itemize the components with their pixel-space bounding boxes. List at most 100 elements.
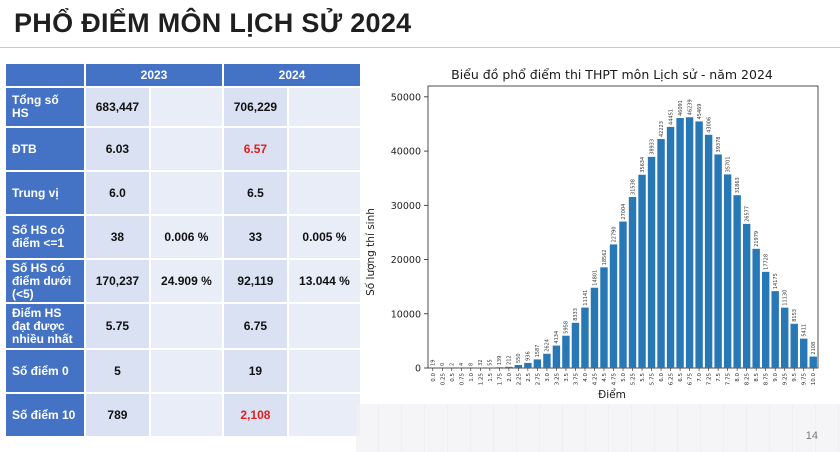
table-row: Số HS có điểm <=1 38 0.006 % 33 0.005 % bbox=[6, 216, 360, 258]
chart-bar bbox=[676, 118, 684, 369]
row-label: Điểm HS đạt được nhiều nhất bbox=[6, 304, 84, 348]
chart-bar bbox=[619, 221, 627, 368]
x-tick-label: 6.75 bbox=[688, 373, 694, 386]
bar-data-label: 5411 bbox=[802, 324, 808, 337]
percent-2024 bbox=[288, 304, 360, 348]
x-tick-label: 1.5 bbox=[488, 373, 494, 382]
bar-data-label: 8333 bbox=[573, 308, 579, 321]
chart-bar bbox=[685, 117, 694, 369]
percent-2024 bbox=[288, 350, 360, 392]
y-tick-label: 40000 bbox=[391, 147, 421, 158]
header-2023: 2023 bbox=[86, 64, 222, 86]
x-tick-label: 0.25 bbox=[440, 373, 446, 386]
x-tick-label: 7.25 bbox=[707, 373, 713, 386]
percent-2024: 13.044 % bbox=[288, 260, 360, 302]
value-2023: 170,237 bbox=[86, 260, 149, 302]
x-tick-label: 7.75 bbox=[726, 373, 732, 386]
chart-bar bbox=[581, 307, 589, 368]
chart-bar bbox=[495, 367, 504, 368]
x-axis-label: Điểm bbox=[598, 388, 626, 401]
bar-data-label: 2624 bbox=[545, 339, 551, 352]
bar-data-label: 43006 bbox=[706, 117, 712, 133]
chart-bar bbox=[742, 223, 751, 368]
row-label: Số điểm 0 bbox=[6, 350, 84, 392]
chart-bar bbox=[761, 271, 770, 368]
chart-svg: Biểu đồ phổ điểm thi THPT môn Lịch sử - … bbox=[365, 67, 819, 401]
table-row: Trung vị 6.0 6.5 bbox=[6, 172, 360, 214]
chart-bar bbox=[514, 365, 523, 368]
chart-bar bbox=[638, 174, 646, 368]
row-label: Số điểm 10 bbox=[6, 394, 84, 436]
chart-bar bbox=[571, 322, 580, 368]
percent-2023 bbox=[150, 128, 222, 170]
row-label: Trung vị bbox=[6, 172, 84, 214]
x-tick-label: 1.75 bbox=[497, 373, 503, 386]
row-label: ĐTB bbox=[6, 128, 84, 170]
percent-2023 bbox=[150, 304, 222, 348]
x-tick-label: 7.0 bbox=[697, 373, 703, 382]
bar-data-label: 44451 bbox=[668, 109, 674, 125]
percent-2024 bbox=[288, 394, 360, 436]
x-tick-label: 8.5 bbox=[754, 373, 760, 382]
x-tick-label: 9.5 bbox=[792, 373, 798, 382]
chart-bar bbox=[714, 154, 722, 368]
x-tick-label: 3.0 bbox=[545, 373, 551, 382]
chart-bar bbox=[524, 362, 532, 368]
value-2023: 6.0 bbox=[86, 172, 149, 214]
chart-bar bbox=[695, 121, 703, 368]
row-label: Số HS có điểm dưới (<5) bbox=[6, 260, 84, 302]
bar-data-label: 31863 bbox=[735, 177, 741, 193]
x-tick-label: 0.0 bbox=[431, 373, 437, 382]
page-number: 14 bbox=[805, 430, 818, 442]
value-2024: 92,119 bbox=[224, 260, 287, 302]
percent-2023 bbox=[150, 394, 222, 436]
value-2024: 2,108 bbox=[224, 394, 287, 436]
percent-2023: 24.909 % bbox=[150, 260, 222, 302]
bar-data-label: 936 bbox=[526, 351, 532, 361]
bar-data-label: 14175 bbox=[773, 273, 779, 289]
x-tick-label: 0.5 bbox=[450, 373, 456, 382]
x-tick-label: 4.75 bbox=[611, 373, 617, 386]
percent-2023 bbox=[150, 172, 222, 214]
bar-data-label: 1587 bbox=[535, 345, 541, 358]
bar-data-label: 550 bbox=[516, 353, 522, 363]
x-tick-label: 2.5 bbox=[526, 373, 532, 382]
decorative-floor-band bbox=[356, 404, 840, 452]
chart-bar bbox=[809, 356, 817, 368]
x-tick-label: 4.0 bbox=[583, 373, 589, 382]
x-tick-label: 3.75 bbox=[573, 373, 579, 386]
x-tick-label: 4.25 bbox=[592, 373, 598, 386]
chart-bar bbox=[723, 174, 732, 368]
percent-2024: 0.005 % bbox=[288, 216, 360, 258]
chart-bar bbox=[790, 323, 798, 368]
x-tick-label: 2.75 bbox=[535, 373, 541, 386]
chart-bar bbox=[733, 195, 741, 368]
percent-2023 bbox=[150, 350, 222, 392]
chart-bar bbox=[600, 267, 608, 368]
chart-bar bbox=[609, 244, 618, 368]
x-tick-label: 6.0 bbox=[659, 373, 665, 382]
x-tick-label: 0.75 bbox=[459, 373, 465, 386]
header-corner bbox=[6, 64, 84, 86]
x-tick-label: 6.25 bbox=[669, 373, 675, 386]
bar-data-label: 4134 bbox=[554, 331, 560, 344]
value-2024: 19 bbox=[224, 350, 287, 392]
bar-data-label: 11141 bbox=[583, 290, 589, 306]
bar-data-label: 31538 bbox=[630, 179, 636, 195]
table-row: Số điểm 10 789 2,108 bbox=[6, 394, 360, 436]
y-tick-label: 0 bbox=[415, 364, 421, 375]
value-2023: 5 bbox=[86, 350, 149, 392]
chart-bar bbox=[704, 134, 713, 368]
table-row: Điểm HS đạt được nhiều nhất 5.75 6.75 bbox=[6, 304, 360, 348]
bar-data-label: 55 bbox=[488, 359, 494, 365]
value-2023: 5.75 bbox=[86, 304, 149, 348]
x-tick-label: 5.25 bbox=[631, 373, 637, 386]
x-tick-label: 2.25 bbox=[516, 373, 522, 386]
bar-data-label: 39378 bbox=[716, 137, 722, 153]
chart-bar bbox=[657, 139, 665, 368]
value-2023: 789 bbox=[86, 394, 149, 436]
x-tick-label: 1.25 bbox=[478, 373, 484, 386]
y-axis-label: Số lượng thí sinh bbox=[365, 208, 377, 296]
chart-bar bbox=[771, 291, 779, 368]
value-2024: 706,229 bbox=[224, 88, 287, 126]
